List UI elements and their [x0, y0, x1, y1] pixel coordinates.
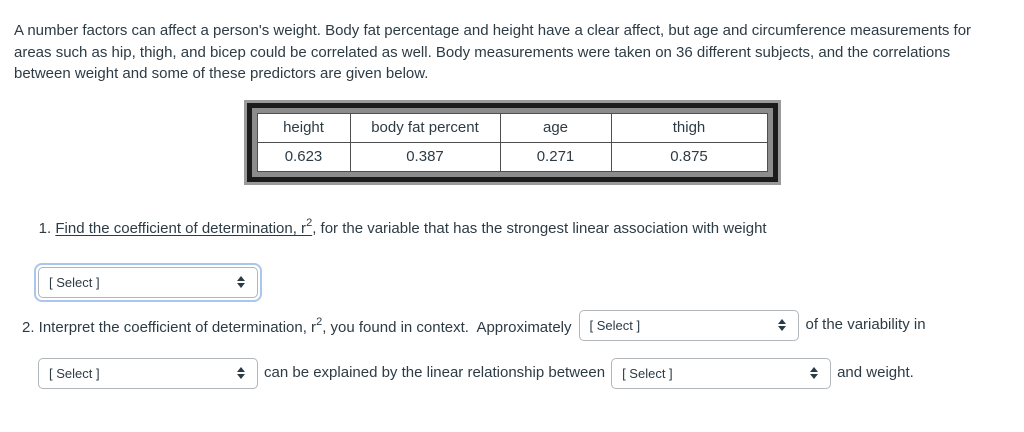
- table-value-cell-thigh: 0.875: [610, 141, 768, 172]
- arrow-up-triangle: [237, 367, 245, 372]
- q1-select-focus-ring: [ Select ]: [34, 262, 262, 302]
- table-header-cell-age: age: [499, 112, 612, 143]
- question-2-text-part5: and weight.: [837, 364, 914, 381]
- question-2-text-part4: can be explained by the linear relations…: [264, 364, 606, 381]
- question-1-number: 1.: [38, 219, 56, 237]
- updown-arrows-icon: [237, 367, 245, 379]
- table-header-cell-bodyfat: body fat percent: [349, 112, 501, 143]
- question-1-text: 1. Find the coefficient of determination…: [22, 194, 1010, 259]
- q2-predictor-select-label: [ Select ]: [622, 365, 673, 381]
- arrow-down-triangle: [237, 283, 245, 288]
- table-header-cell-thigh: thigh: [610, 112, 768, 143]
- question-1-underlined-text: Find the coefficient of determination, r: [55, 219, 307, 237]
- r-squared-superscript: 2: [306, 216, 313, 229]
- question-2-line-2: [ Select ] can be explained by the linea…: [38, 357, 1010, 389]
- updown-arrows-icon: [237, 276, 245, 288]
- table-header-row: height body fat percent age thigh: [256, 112, 768, 143]
- updown-arrows-icon: [777, 319, 786, 331]
- arrow-down-triangle: [810, 374, 819, 379]
- updown-arrows-icon: [810, 367, 819, 379]
- arrow-up-triangle: [777, 319, 786, 324]
- table-value-row: 0.623 0.387 0.271 0.875: [256, 141, 768, 172]
- table-header-cell-height: height: [256, 112, 351, 143]
- question-2-text-part1: 2. Interpret the coefficient of determin…: [22, 318, 317, 336]
- question-2-text-start: 2. Interpret the coefficient of determin…: [22, 313, 572, 338]
- quiz-question-page: A number factors can affect a person's w…: [14, 22, 1010, 389]
- question-1-rest-text: , for the variable that has the stronges…: [312, 219, 767, 237]
- q1-answer-select[interactable]: [ Select ]: [38, 266, 258, 298]
- r-squared-superscript: 2: [316, 315, 323, 328]
- q2-variable-select-label: [ Select ]: [49, 365, 100, 381]
- table-value-cell-bodyfat: 0.387: [349, 141, 501, 172]
- question-1-underlined-phrase: Find the coefficient of determination, r…: [55, 216, 313, 237]
- q2-predictor-select[interactable]: [ Select ]: [611, 357, 832, 389]
- q2-percent-select-label: [ Select ]: [589, 317, 641, 333]
- question-2-text-part3: of the variability in: [805, 316, 926, 333]
- question-2-text-part2: , you found in context. Approximately: [322, 318, 572, 336]
- correlation-table-grid: height body fat percent age thigh 0.623 …: [256, 112, 768, 172]
- arrow-up-triangle: [810, 367, 819, 372]
- question-2-line-1: 2. Interpret the coefficient of determin…: [22, 309, 1010, 341]
- arrow-down-triangle: [237, 374, 245, 379]
- q1-select-label: [ Select ]: [49, 274, 100, 290]
- arrow-up-triangle: [237, 276, 245, 281]
- q2-variable-select[interactable]: [ Select ]: [38, 357, 258, 389]
- arrow-down-triangle: [777, 326, 786, 331]
- table-value-cell-age: 0.271: [499, 141, 612, 172]
- table-value-cell-height: 0.623: [256, 141, 351, 172]
- q2-percent-select[interactable]: [ Select ]: [578, 309, 799, 341]
- question-intro-text: A number factors can affect a person's w…: [14, 22, 972, 82]
- correlation-table: height body fat percent age thigh 0.623 …: [243, 99, 781, 185]
